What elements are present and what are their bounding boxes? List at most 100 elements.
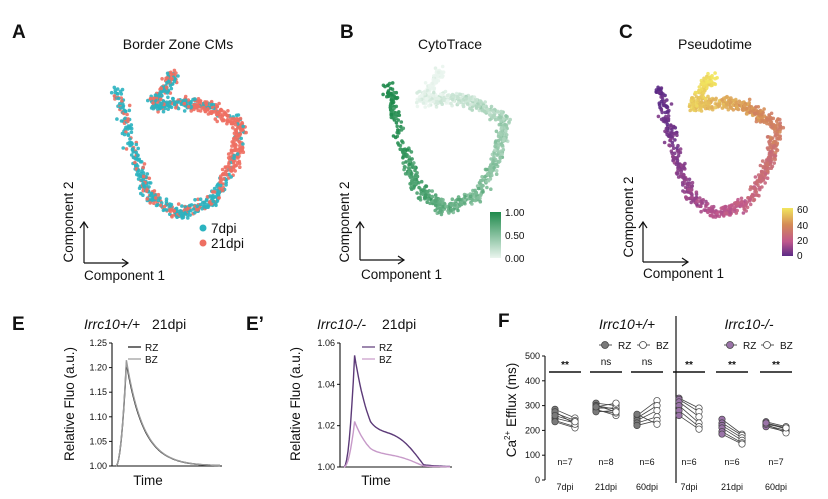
y-tick-label: 1.02 xyxy=(317,421,335,431)
cell-point xyxy=(188,213,192,217)
cell-point xyxy=(415,191,419,195)
rz-point xyxy=(633,421,641,429)
cell-point xyxy=(193,210,197,215)
cell-point xyxy=(423,105,428,109)
cell-point xyxy=(765,161,770,165)
bz-point xyxy=(612,399,620,407)
cell-point xyxy=(752,111,757,116)
cell-point xyxy=(710,76,714,80)
panel-c: C Pseudotime Component 2 Component 1 60 … xyxy=(619,22,809,281)
cell-point xyxy=(400,139,404,143)
cell-point xyxy=(415,100,419,105)
cell-point xyxy=(734,101,739,105)
cell-point xyxy=(419,179,424,184)
rz-point xyxy=(633,410,641,418)
cell-point xyxy=(673,151,677,156)
cell-point xyxy=(690,184,694,189)
cell-point xyxy=(181,215,186,219)
cell-point xyxy=(772,128,777,132)
cell-point xyxy=(187,203,192,208)
rz-point xyxy=(551,411,559,420)
cell-point xyxy=(724,211,729,215)
panel-c-colorbar-tick: 0 xyxy=(797,251,803,262)
cell-point xyxy=(433,198,438,203)
cell-point xyxy=(426,197,431,202)
cell-point xyxy=(434,105,439,109)
cell-point xyxy=(490,173,494,178)
cell-point xyxy=(401,161,406,165)
cell-point xyxy=(656,114,661,119)
cell-point xyxy=(217,101,221,106)
panel-c-ylabel: Component 2 xyxy=(621,176,636,257)
cell-point xyxy=(659,99,664,104)
panel-e-ylabel: Relative Fluo (a.u.) xyxy=(62,347,77,461)
cell-point xyxy=(766,166,771,171)
cell-point xyxy=(134,142,139,147)
cell-point xyxy=(690,195,694,200)
cell-point xyxy=(169,202,174,207)
cell-point xyxy=(221,188,225,192)
cell-point xyxy=(413,168,417,173)
cell-point xyxy=(713,98,718,102)
n-label: n=8 xyxy=(598,457,613,467)
cell-point xyxy=(145,197,149,201)
cell-point xyxy=(231,126,235,130)
cell-point xyxy=(759,169,764,174)
cell-point xyxy=(206,112,211,116)
cell-point xyxy=(433,208,438,213)
cell-point xyxy=(149,192,154,196)
cell-point xyxy=(712,81,716,86)
cell-point xyxy=(768,155,773,159)
cell-point xyxy=(472,95,477,99)
cell-point xyxy=(215,104,219,109)
cell-point xyxy=(221,118,226,122)
cell-point xyxy=(425,189,430,194)
cell-point xyxy=(756,118,761,123)
cell-point xyxy=(218,183,223,188)
bz-point xyxy=(695,425,703,433)
cell-point xyxy=(397,110,401,114)
cell-point xyxy=(477,104,482,109)
cell-point xyxy=(232,156,236,160)
cell-point xyxy=(437,97,441,101)
cell-point xyxy=(499,126,504,130)
cell-point xyxy=(762,120,766,124)
cell-point xyxy=(694,190,699,194)
cell-point xyxy=(231,136,236,141)
cell-point xyxy=(233,122,238,127)
cell-point xyxy=(427,193,431,197)
cell-point xyxy=(479,100,483,104)
cell-point xyxy=(244,130,248,135)
cell-point xyxy=(497,115,502,119)
cell-point xyxy=(682,173,686,177)
cell-point xyxy=(229,169,234,173)
cell-point xyxy=(776,136,781,141)
cell-point xyxy=(493,140,498,144)
f-y-tick-label: 0 xyxy=(535,475,540,485)
cell-point xyxy=(483,174,487,179)
cell-point xyxy=(758,174,763,179)
panel-f-genotype-wt: Irrc10+/+ xyxy=(599,316,655,332)
cell-point xyxy=(158,97,163,101)
pair-line xyxy=(678,401,700,418)
cell-point xyxy=(136,172,141,177)
cell-point xyxy=(137,168,141,173)
cell-point xyxy=(398,143,403,148)
cell-point xyxy=(706,94,710,99)
cell-point xyxy=(473,99,478,103)
cell-point xyxy=(193,97,197,101)
cell-point xyxy=(131,155,136,160)
cell-point xyxy=(752,197,757,202)
cell-point xyxy=(483,100,488,104)
cell-point xyxy=(499,109,504,114)
cell-point xyxy=(679,169,683,174)
cell-point xyxy=(215,112,220,117)
panel-a-legend: 7dpi 21dpi xyxy=(199,221,244,251)
cell-point xyxy=(156,203,160,207)
cell-point xyxy=(676,168,680,173)
cell-point xyxy=(463,195,467,199)
cell-point xyxy=(162,88,166,92)
cell-point xyxy=(170,76,174,81)
cell-point xyxy=(403,154,407,158)
y-tick-label: 1.04 xyxy=(317,379,335,389)
